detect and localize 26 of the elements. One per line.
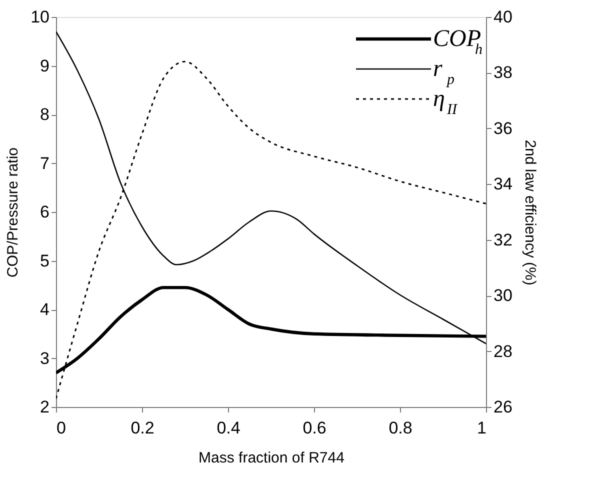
y-tick-label: 10 bbox=[30, 8, 50, 26]
x-tick-label: 0.6 bbox=[302, 418, 326, 438]
x-tick-label: 1 bbox=[477, 418, 486, 438]
y-axis-title: COP/Pressure ratio bbox=[4, 147, 22, 278]
x-tick-label: 0 bbox=[56, 418, 66, 438]
y2-axis-title: 2nd law efficiency (%) bbox=[521, 140, 538, 286]
x-axis-title: Mass fraction of R744 bbox=[198, 450, 344, 466]
y2-tick-label: 30 bbox=[494, 286, 512, 306]
y2-tick-label: 28 bbox=[494, 342, 512, 361]
y2-tick-label: 34 bbox=[494, 174, 512, 194]
y2-tick-label: 36 bbox=[494, 118, 512, 138]
y2-tick-label: 38 bbox=[494, 63, 512, 82]
y-tick-label: 6 bbox=[40, 202, 50, 222]
y2-tick-label: 26 bbox=[494, 398, 512, 416]
y-tick-label: 7 bbox=[40, 154, 50, 173]
y-tick-label: 9 bbox=[40, 56, 50, 76]
y-tick-label: 4 bbox=[40, 300, 50, 319]
y-tick-label: 5 bbox=[40, 251, 50, 270]
y2-tick-label: 32 bbox=[494, 230, 512, 250]
x-tick-label: 0.8 bbox=[388, 418, 412, 438]
y2-tick-label: 40 bbox=[494, 8, 512, 26]
y-tick-label: 8 bbox=[40, 105, 50, 124]
y-tick-label: 3 bbox=[40, 348, 50, 368]
y-tick-label: 2 bbox=[40, 398, 50, 416]
x-tick-label: 0.2 bbox=[130, 418, 154, 438]
x-tick-label: 0.4 bbox=[216, 418, 240, 438]
